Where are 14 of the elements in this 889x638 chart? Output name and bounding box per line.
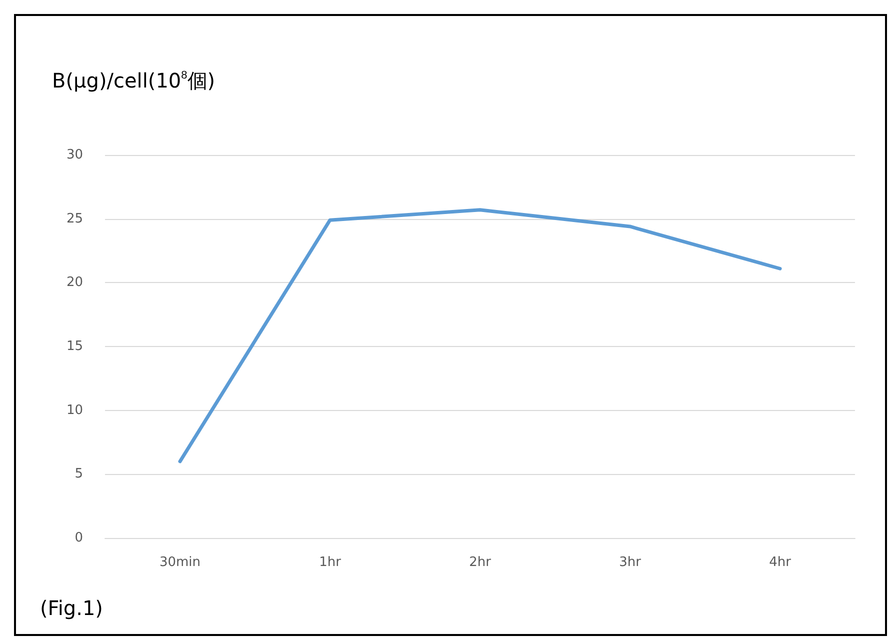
x-tick-label: 4hr [769, 555, 792, 570]
line-series [178, 208, 782, 464]
y-tick-label: 15 [66, 339, 83, 354]
x-tick-label: 30min [159, 555, 201, 570]
y-tick-label: 5 [74, 466, 83, 482]
y-tick-label: 25 [66, 211, 83, 226]
y-tick-label: 30 [66, 148, 83, 162]
x-tick-label: 2hr [469, 555, 492, 570]
x-tick-label: 1hr [319, 555, 342, 570]
y-tick-label: 0 [74, 530, 83, 546]
text: (Fig.1) [40, 596, 103, 620]
y-tick-label: 20 [66, 275, 83, 290]
x-tick-label: 3hr [619, 555, 642, 570]
y-tick-label: 10 [66, 402, 83, 418]
